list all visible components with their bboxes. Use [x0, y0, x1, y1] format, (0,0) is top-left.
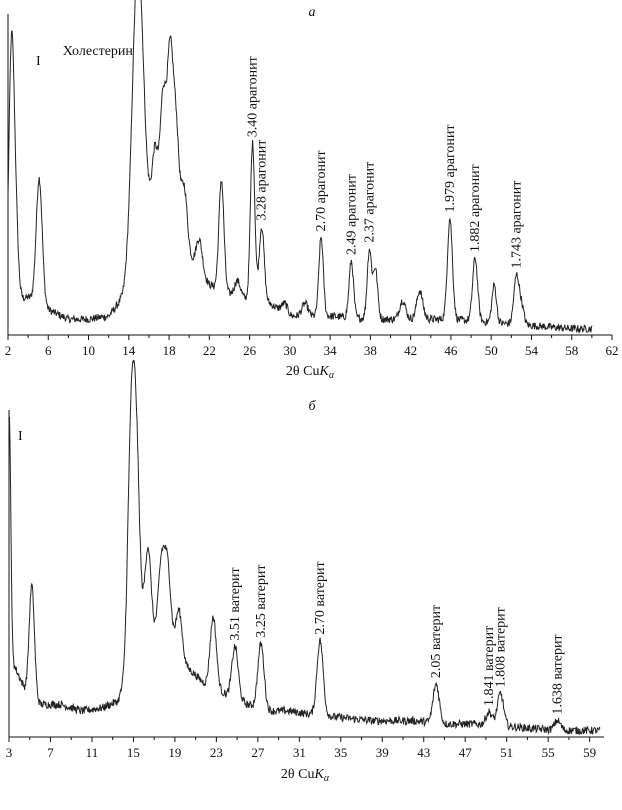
x-tick-label: 35 [334, 745, 347, 760]
x-tick-label: 14 [122, 343, 136, 358]
peak-annotation: 1.638 ватерит [550, 634, 565, 714]
x-tick-label: 18 [163, 343, 176, 358]
peak-annotation: 1.882 арагонит [468, 164, 483, 252]
peak-annotation: 1.743 арагонит [509, 181, 524, 269]
x-tick-label: 46 [444, 343, 458, 358]
panel-b-annotations: 3.51 ватерит 3.25 ватерит 2.70 ватерит 2.05… [228, 561, 565, 714]
x-tick-label: 58 [565, 343, 578, 358]
x-tick-label: 7 [47, 745, 54, 760]
x-tick-label: 26 [243, 343, 257, 358]
x-tick-label: 30 [283, 343, 296, 358]
x-tick-label: 10 [82, 343, 95, 358]
panel-b-letter: б [308, 399, 316, 414]
peak-annotation: 2.49 арагонит [344, 174, 359, 255]
panel-a-ylabel: I [36, 54, 41, 69]
x-tick-label: 39 [376, 745, 389, 760]
x-tick-label: 11 [86, 745, 99, 760]
x-tick-label: 47 [459, 745, 473, 760]
panel-a-letter: а [309, 5, 316, 20]
x-tick-label: 50 [485, 343, 498, 358]
x-tick-label: 51 [500, 745, 513, 760]
panel-a-annotations: Холестерин 3.40 арагонит 3.28 арагонит 2.70… [63, 44, 525, 269]
panel-b-ylabel: I [18, 429, 23, 444]
peak-annotation: 2.37 арагонит [362, 162, 377, 243]
x-tick-label: 42 [404, 343, 417, 358]
x-tick-label: 27 [251, 745, 265, 760]
x-tick-label: 34 [324, 343, 338, 358]
x-tick-label: 2 [5, 343, 12, 358]
peak-annotation: 1.841 ватерит [482, 626, 497, 706]
peak-annotation: 3.28 арагонит [255, 140, 270, 221]
panel-a-series-line [7, 0, 593, 334]
x-tick-label: 22 [203, 343, 216, 358]
x-tick-label: 23 [210, 745, 223, 760]
peak-annotation: 2.05 ватерит [429, 605, 444, 678]
peak-annotation: 1.979 арагонит [443, 125, 458, 213]
x-tick-label: 43 [417, 745, 430, 760]
peak-annotation: 3.40 арагонит [246, 56, 261, 137]
peak-annotation: 2.70 арагонит [314, 150, 329, 231]
x-tick-label: 55 [542, 745, 555, 760]
panel-b-ticks: 3 7 11 15 19 23 27 31 35 39 43 47 51 55 59 [6, 737, 596, 760]
peak-annotation: 3.51 ватерит [228, 567, 243, 640]
x-tick-label: 15 [127, 745, 140, 760]
panel-b-xlabel: 2θ CuKα [281, 767, 330, 784]
x-tick-label: 62 [606, 343, 619, 358]
x-tick-label: 38 [364, 343, 377, 358]
x-tick-label: 59 [583, 745, 596, 760]
peak-annotation: Холестерин [63, 44, 134, 59]
peak-annotation: 3.25 ватерит [254, 564, 269, 637]
x-tick-label: 31 [293, 745, 306, 760]
panel-a: а I 2 6 10 14 18 22 26 30 34 38 42 46 50 54 58 62 Холес… [5, 0, 619, 381]
peak-annotation: 2.70 ватерит [313, 561, 328, 634]
peak-annotation: 1.808 ватерит [493, 607, 508, 687]
panel-a-xlabel: 2θ CuKα [286, 364, 335, 381]
panel-b-axes [8, 410, 604, 738]
panel-a-ticks: 2 6 10 14 18 22 26 30 34 38 42 46 50 54 58 62 [5, 335, 619, 358]
x-tick-label: 6 [45, 343, 52, 358]
panel-b-series-line [8, 359, 601, 736]
x-tick-label: 19 [168, 745, 181, 760]
x-tick-label: 54 [525, 343, 539, 358]
panel-b: б I 3 7 11 15 19 23 27 31 35 39 43 47 51 55 59 3.51 ва… [6, 359, 604, 784]
x-tick-label: 3 [6, 745, 13, 760]
